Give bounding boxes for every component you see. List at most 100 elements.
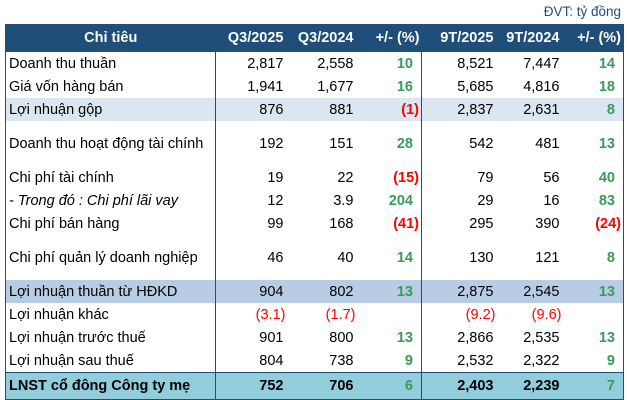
- row-label: Lợi nhuận trước thuế: [9, 329, 146, 346]
- q3-2024-cell: 22: [337, 169, 354, 186]
- header-cell: +/- (%): [355, 24, 422, 52]
- t9-2024-cell: 2,631: [495, 98, 562, 121]
- t9-2025-cell: 2,837: [421, 98, 496, 121]
- table-row: LNST cổ đông Công ty mẹ 752 706 6 2,403 2,239…: [5, 372, 624, 400]
- q3-2024-cell: 738: [329, 352, 354, 369]
- table-row: Doanh thu hoạt động tài chính 192 151 28 542…: [6, 121, 624, 166]
- q3-2024-cell: (1.7): [325, 306, 356, 323]
- q3-2024-cell: 168: [329, 215, 354, 232]
- t9-2024-cell: 2,545: [495, 280, 562, 303]
- t-pct-cell: 9: [606, 352, 615, 369]
- q3-2025-cell: 19: [215, 166, 286, 189]
- header-cell: 9T/2024: [495, 24, 562, 52]
- t-pct-cell: 18: [598, 78, 615, 95]
- t9-2025-cell: 8,521: [421, 52, 496, 75]
- t9-2024-cell: 16: [543, 192, 560, 209]
- q-pct-cell: 28: [396, 135, 413, 152]
- q3-2024-cell: 3.9: [333, 192, 354, 209]
- t-pct-cell: 13: [598, 329, 615, 346]
- unit-label: ĐVT: tỷ đồng: [543, 4, 621, 19]
- row-label: Giá vốn hàng bán: [9, 78, 124, 95]
- q3-2024-cell: 151: [329, 135, 354, 152]
- table-row: - Trong đó : Chi phí lãi vay 12 3.9 204 29 16…: [6, 189, 624, 212]
- table-row: Lợi nhuận gộp 876 881 (1) 2,837 2,631 8: [5, 98, 624, 121]
- t9-2024-cell: 481: [535, 135, 560, 152]
- q3-2025-cell: 2,817: [215, 52, 286, 75]
- q3-2024-cell: 881: [285, 98, 356, 121]
- q-pct-cell: 204: [388, 192, 413, 209]
- row-label: Lợi nhuận gộp: [5, 98, 216, 121]
- q3-2025-cell: 876: [215, 98, 286, 121]
- q-pct-cell: 14: [396, 249, 413, 266]
- q3-2025-cell: 12: [215, 189, 286, 212]
- t-pct-cell: 13: [561, 280, 624, 303]
- row-label: Chi phí bán hàng: [9, 215, 120, 232]
- table-row: Lợi nhuận sau thuế 804 738 9 2,532 2,322 9: [6, 349, 624, 373]
- t9-2024-cell: (9.6): [531, 306, 562, 323]
- t9-2024-cell: 56: [543, 169, 560, 186]
- row-label: - Trong đó : Chi phí lãi vay: [9, 192, 178, 209]
- t9-2025-cell: 2,532: [421, 349, 496, 373]
- row-label: Chi phí tài chính: [9, 169, 114, 186]
- table-row: Lợi nhuận thuần từ HĐKD 904 802 13 2,875 2,54…: [5, 280, 624, 303]
- header-cell: Q3/2024: [285, 24, 356, 52]
- q3-2025-cell: 752: [215, 372, 286, 400]
- q3-2025-cell: (3.1): [215, 303, 286, 326]
- row-label: Lợi nhuận khác: [9, 306, 109, 323]
- t9-2025-cell: 79: [421, 166, 496, 189]
- t9-2025-cell: 295: [421, 212, 496, 235]
- q3-2025-cell: 1,941: [215, 75, 286, 98]
- t9-2025-cell: 2,875: [421, 280, 496, 303]
- header-row: Chỉ tiêu Q3/2025 Q3/2024 +/- (%) 9T/2025…: [5, 24, 624, 52]
- q-pct-cell: 16: [396, 78, 413, 95]
- row-label: Lợi nhuận thuần từ HĐKD: [5, 280, 216, 303]
- financial-table: Chỉ tiêu Q3/2025 Q3/2024 +/- (%) 9T/2025…: [5, 24, 624, 400]
- t-pct-cell: 13: [598, 135, 615, 152]
- q3-2025-cell: 192: [215, 121, 286, 166]
- t-pct-cell: 8: [561, 98, 624, 121]
- t-pct-cell: 83: [598, 192, 615, 209]
- q3-2025-cell: 46: [215, 235, 286, 280]
- row-label: Doanh thu hoạt động tài chính: [9, 135, 204, 152]
- t-pct-cell: 8: [606, 249, 615, 266]
- q-pct-cell: 6: [355, 372, 422, 400]
- t-pct-cell: 40: [598, 169, 615, 186]
- q-pct-cell: 9: [404, 352, 413, 369]
- table-row: Lợi nhuận khác (3.1) (1.7) (9.2) (9.6): [6, 303, 624, 326]
- t9-2024-cell: 390: [535, 215, 560, 232]
- t9-2025-cell: (9.2): [421, 303, 496, 326]
- q3-2024-cell: 802: [285, 280, 356, 303]
- q3-2024-cell: 2,558: [317, 55, 354, 72]
- header-cell: 9T/2025: [421, 24, 496, 52]
- q-pct-cell: (41): [393, 215, 419, 232]
- t-pct-cell: 14: [598, 55, 615, 72]
- t9-2024-cell: 7,447: [523, 55, 560, 72]
- q-pct-cell: (1): [355, 98, 422, 121]
- q-pct-cell: [356, 303, 422, 326]
- t9-2024-cell: 2,322: [523, 352, 560, 369]
- t-pct-cell: 7: [561, 372, 624, 400]
- q3-2025-cell: 901: [215, 326, 286, 349]
- t-pct-cell: (24): [595, 215, 621, 232]
- t9-2025-cell: 2,403: [421, 372, 496, 400]
- row-label: LNST cổ đông Công ty mẹ: [5, 372, 216, 400]
- q3-2025-cell: 804: [215, 349, 286, 373]
- t9-2024-cell: 121: [535, 249, 560, 266]
- table-row: Chi phí quản lý doanh nghiệp 46 40 14 130 121…: [6, 235, 624, 280]
- row-label: Doanh thu thuần: [9, 55, 117, 72]
- table-row: Giá vốn hàng bán 1,941 1,677 16 5,685 4,816 18: [6, 75, 624, 98]
- row-label: Lợi nhuận sau thuế: [9, 352, 134, 369]
- q-pct-cell: (15): [393, 169, 419, 186]
- t9-2024-cell: 2,239: [495, 372, 562, 400]
- header-cell: Chỉ tiêu: [5, 24, 216, 52]
- q3-2025-cell: 904: [215, 280, 286, 303]
- q-pct-cell: 13: [355, 280, 422, 303]
- q-pct-cell: 10: [396, 55, 413, 72]
- t9-2025-cell: 29: [421, 189, 496, 212]
- table-row: Lợi nhuận trước thuế 901 800 13 2,866 2,535 13: [6, 326, 624, 349]
- q3-2025-cell: 99: [215, 212, 286, 235]
- t9-2024-cell: 2,535: [523, 329, 560, 346]
- q3-2024-cell: 1,677: [317, 78, 354, 95]
- t9-2025-cell: 2,866: [421, 326, 496, 349]
- q3-2024-cell: 800: [329, 329, 354, 346]
